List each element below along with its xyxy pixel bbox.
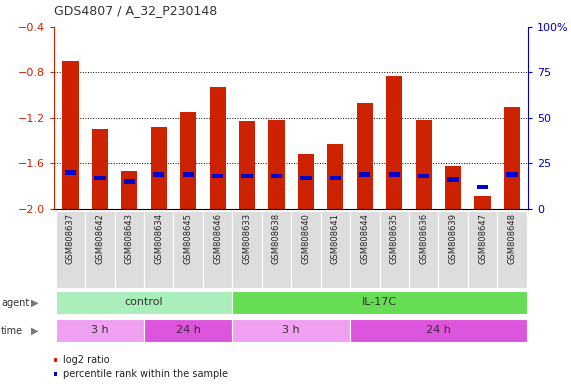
Bar	[180, 112, 196, 209]
Bar	[350, 319, 526, 343]
Bar	[380, 211, 409, 288]
Bar	[124, 179, 135, 184]
Bar	[85, 211, 115, 288]
Bar	[121, 171, 138, 209]
Text: GSM808636: GSM808636	[419, 213, 428, 264]
Bar	[62, 61, 79, 209]
Text: 3 h: 3 h	[91, 325, 108, 335]
Bar	[359, 172, 371, 177]
Bar	[153, 172, 164, 177]
Bar	[210, 87, 226, 209]
Bar	[504, 106, 520, 209]
Text: GSM808642: GSM808642	[95, 213, 104, 264]
Bar	[416, 120, 432, 209]
Bar	[445, 166, 461, 209]
Text: GSM808646: GSM808646	[213, 213, 222, 264]
Text: control: control	[124, 297, 163, 307]
Bar	[232, 319, 350, 343]
Bar	[386, 76, 403, 209]
Bar	[268, 120, 284, 209]
Bar	[56, 319, 144, 343]
Text: GSM808638: GSM808638	[272, 213, 281, 264]
Bar	[477, 185, 488, 189]
Text: 3 h: 3 h	[283, 325, 300, 335]
Bar	[94, 175, 106, 180]
Bar	[291, 211, 321, 288]
Text: IL-17C: IL-17C	[362, 297, 397, 307]
Bar	[506, 172, 518, 177]
Bar	[203, 211, 232, 288]
Bar	[409, 211, 439, 288]
Text: GSM808640: GSM808640	[301, 213, 311, 264]
Bar	[174, 211, 203, 288]
Bar	[115, 211, 144, 288]
Text: GSM808645: GSM808645	[184, 213, 192, 264]
Text: percentile rank within the sample: percentile rank within the sample	[63, 369, 228, 379]
Bar	[475, 196, 490, 209]
Bar	[271, 174, 282, 179]
Bar	[327, 144, 344, 209]
Bar	[65, 170, 76, 175]
Text: 24 h: 24 h	[426, 325, 451, 335]
Bar	[232, 211, 262, 288]
Text: time: time	[1, 326, 23, 336]
Bar	[329, 175, 341, 180]
Bar	[239, 121, 255, 209]
Bar	[242, 174, 253, 179]
Text: GSM808647: GSM808647	[478, 213, 487, 264]
Bar	[497, 211, 526, 288]
Bar	[262, 211, 291, 288]
Text: GSM808635: GSM808635	[390, 213, 399, 264]
Bar	[418, 174, 429, 179]
Bar	[439, 211, 468, 288]
Text: GSM808639: GSM808639	[449, 213, 457, 264]
Text: GSM808643: GSM808643	[125, 213, 134, 264]
Bar	[357, 103, 373, 209]
Text: GSM808637: GSM808637	[66, 213, 75, 264]
Bar	[92, 129, 108, 209]
Bar	[468, 211, 497, 288]
Text: GSM808634: GSM808634	[154, 213, 163, 264]
Text: GSM808644: GSM808644	[360, 213, 369, 264]
Text: GSM808633: GSM808633	[243, 213, 252, 264]
Text: GSM808648: GSM808648	[508, 213, 517, 264]
Text: GDS4807 / A_32_P230148: GDS4807 / A_32_P230148	[54, 4, 218, 17]
Bar	[232, 291, 526, 314]
Bar	[144, 319, 232, 343]
Text: GSM808641: GSM808641	[331, 213, 340, 264]
Bar	[321, 211, 350, 288]
Bar	[298, 154, 314, 209]
Bar	[350, 211, 380, 288]
Text: ▶: ▶	[31, 326, 39, 336]
Bar	[300, 175, 312, 180]
Text: log2 ratio: log2 ratio	[63, 355, 110, 365]
Text: agent: agent	[1, 298, 29, 308]
Bar	[56, 291, 232, 314]
Bar	[144, 211, 174, 288]
Bar	[389, 172, 400, 177]
Bar	[183, 172, 194, 177]
Text: ▶: ▶	[31, 298, 39, 308]
Bar	[212, 174, 223, 179]
Bar	[448, 177, 459, 182]
Bar	[151, 127, 167, 209]
Bar	[56, 211, 85, 288]
Text: 24 h: 24 h	[176, 325, 200, 335]
